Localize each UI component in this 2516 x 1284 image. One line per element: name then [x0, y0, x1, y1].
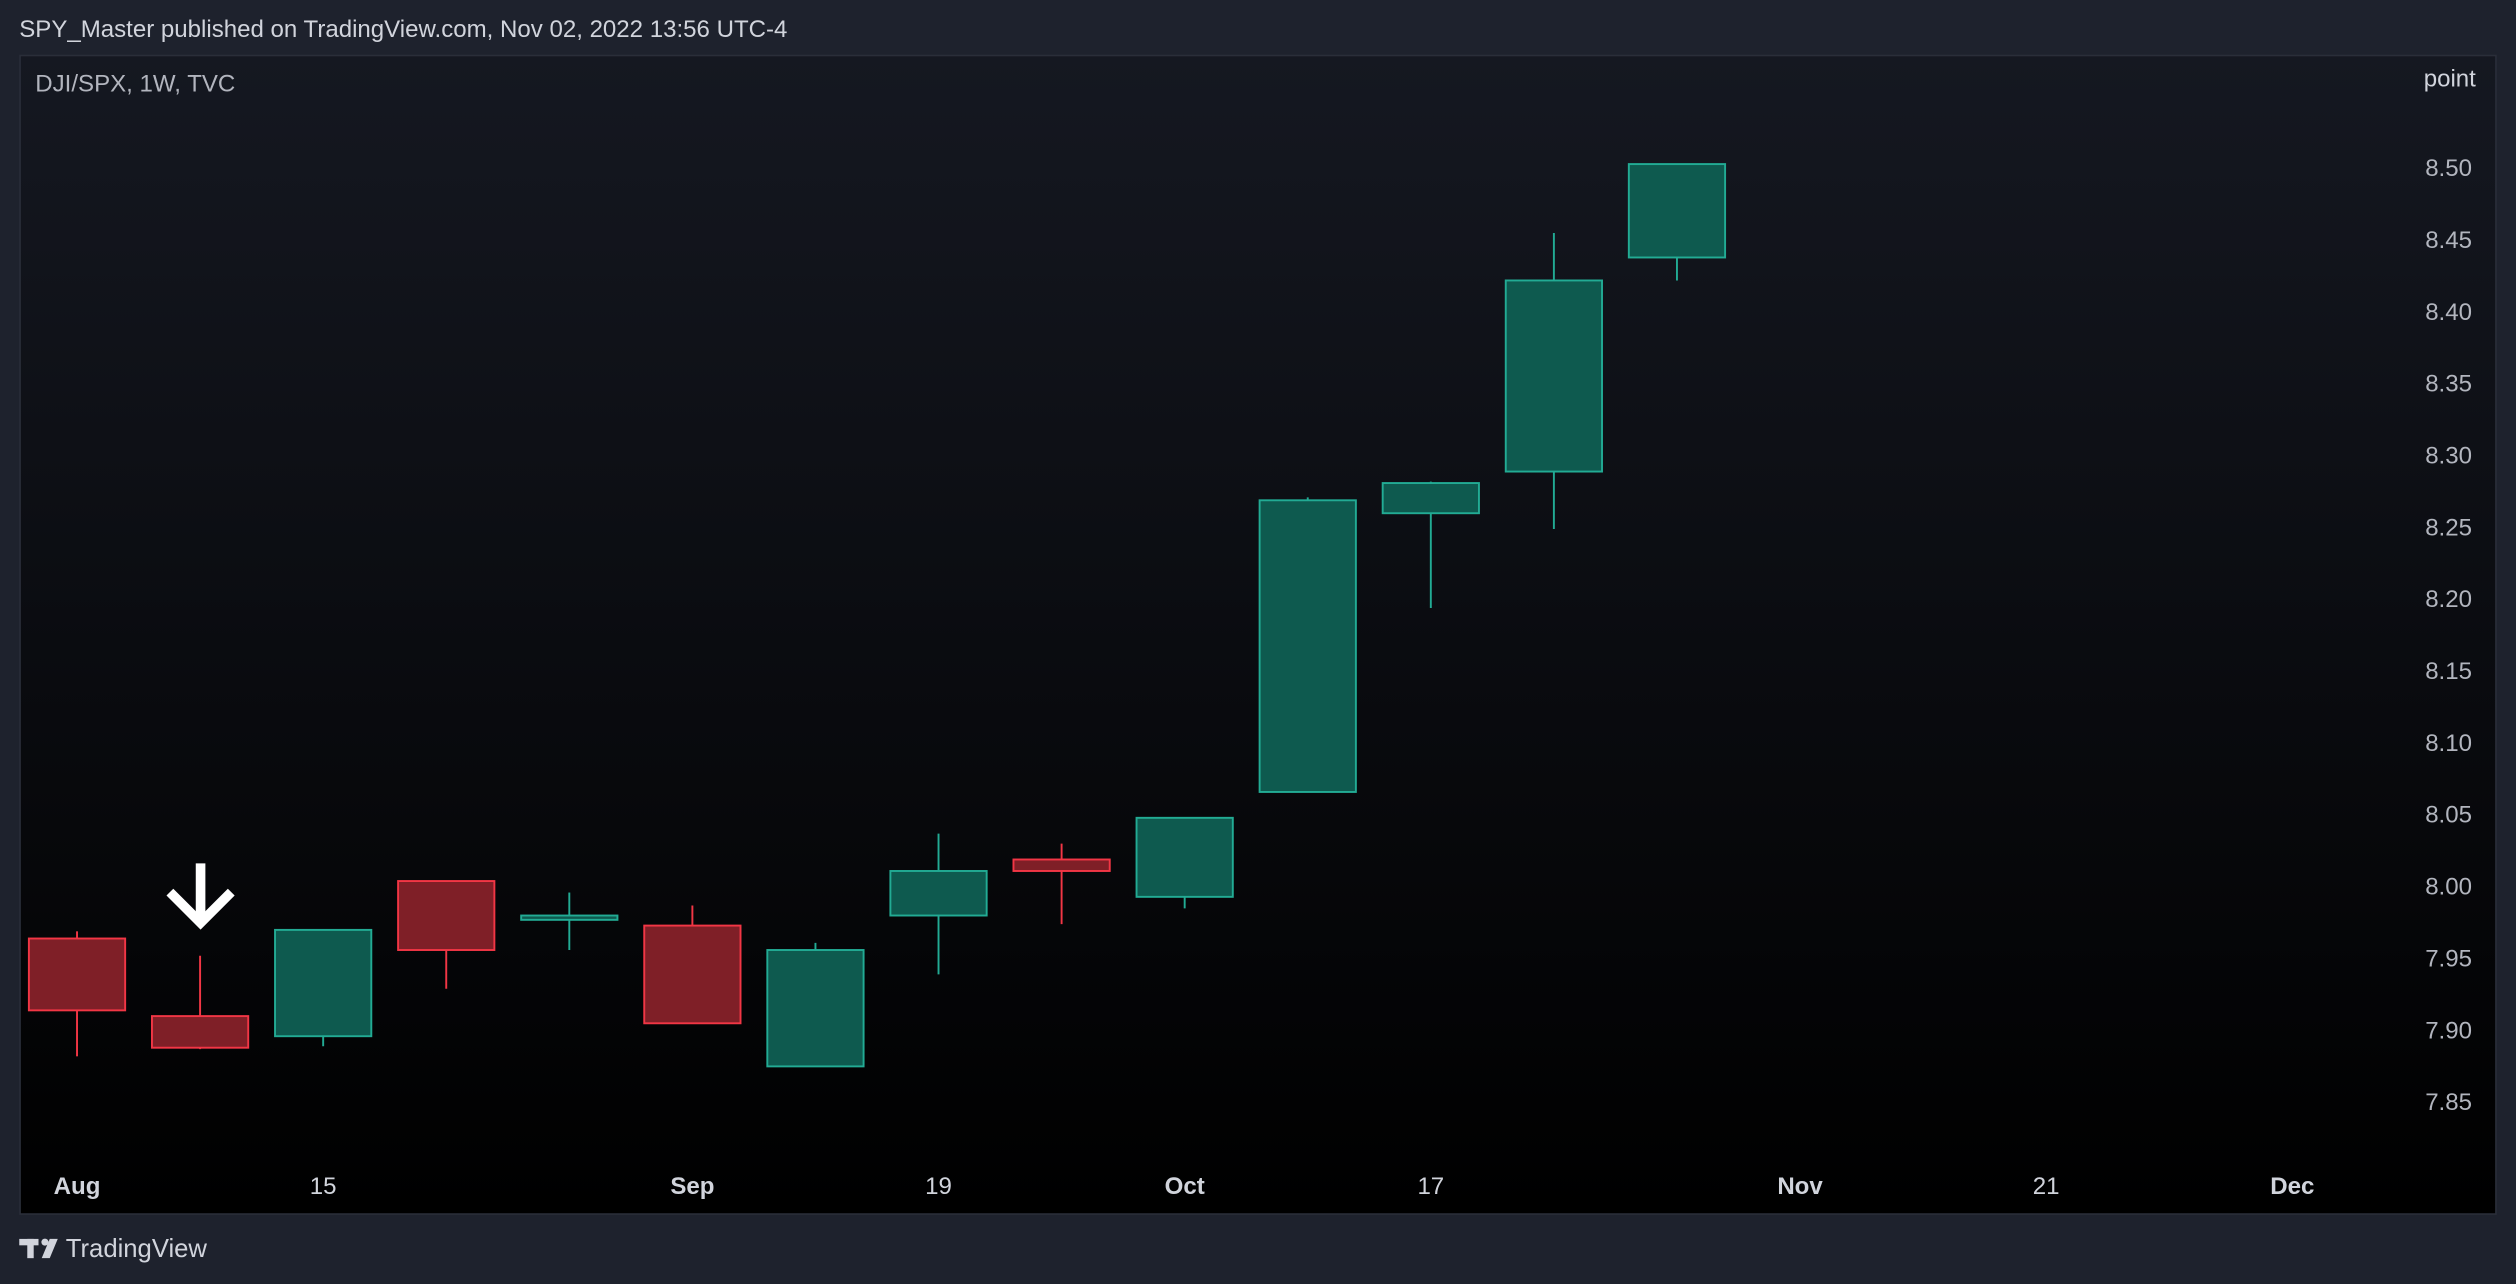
y-tick-label: 7.90 [2425, 1017, 2472, 1044]
x-tick-label: 19 [925, 1173, 952, 1200]
x-tick-label: Nov [1777, 1173, 1823, 1200]
y-tick-label: 8.30 [2425, 443, 2472, 470]
y-tick-label: 8.05 [2425, 802, 2472, 829]
candle-body [1381, 482, 1480, 515]
x-tick-label: Aug [54, 1173, 101, 1200]
candle-body [889, 870, 988, 917]
candle-body [643, 924, 742, 1025]
x-tick-label: 15 [310, 1173, 337, 1200]
candle-body [274, 928, 373, 1038]
brand-logo [19, 1238, 58, 1259]
candle-body [766, 949, 865, 1068]
x-tick-label: 21 [2033, 1173, 2060, 1200]
y-tick-label: 8.40 [2425, 299, 2472, 326]
y-tick-label: 8.35 [2425, 371, 2472, 398]
x-tick-label: Oct [1165, 1173, 1205, 1200]
y-tick-label: 8.10 [2425, 730, 2472, 757]
brand-name: TradingView [66, 1235, 208, 1263]
chart-panel [19, 54, 2497, 1215]
y-tick-label: 8.20 [2425, 586, 2472, 613]
candle-body [1135, 816, 1234, 898]
y-tick-label: 8.25 [2425, 514, 2472, 541]
candle-body [1012, 858, 1111, 872]
y-tick-label: 8.00 [2425, 874, 2472, 901]
y-axis-label: point [2424, 66, 2476, 93]
candle-body [1504, 279, 1603, 473]
candle-body [520, 914, 619, 921]
y-tick-label: 8.50 [2425, 155, 2472, 182]
header-title: SPY_Master published on TradingView.com,… [19, 16, 787, 43]
y-tick-label: 7.95 [2425, 945, 2472, 972]
annotation-arrow [166, 863, 235, 930]
x-tick-label: 17 [1417, 1173, 1444, 1200]
candle-body [1258, 499, 1357, 793]
symbol-title: DJI/SPX, 1W, TVC [35, 71, 235, 98]
x-tick-label: Sep [670, 1173, 714, 1200]
y-tick-label: 7.85 [2425, 1089, 2472, 1116]
y-tick-label: 8.45 [2425, 227, 2472, 254]
candle-body [150, 1015, 250, 1049]
candle-body [1627, 163, 1727, 259]
y-tick-label: 8.15 [2425, 658, 2472, 685]
x-tick-label: Dec [2270, 1173, 2314, 1200]
candle-body [27, 937, 127, 1012]
candle-body [397, 880, 496, 951]
